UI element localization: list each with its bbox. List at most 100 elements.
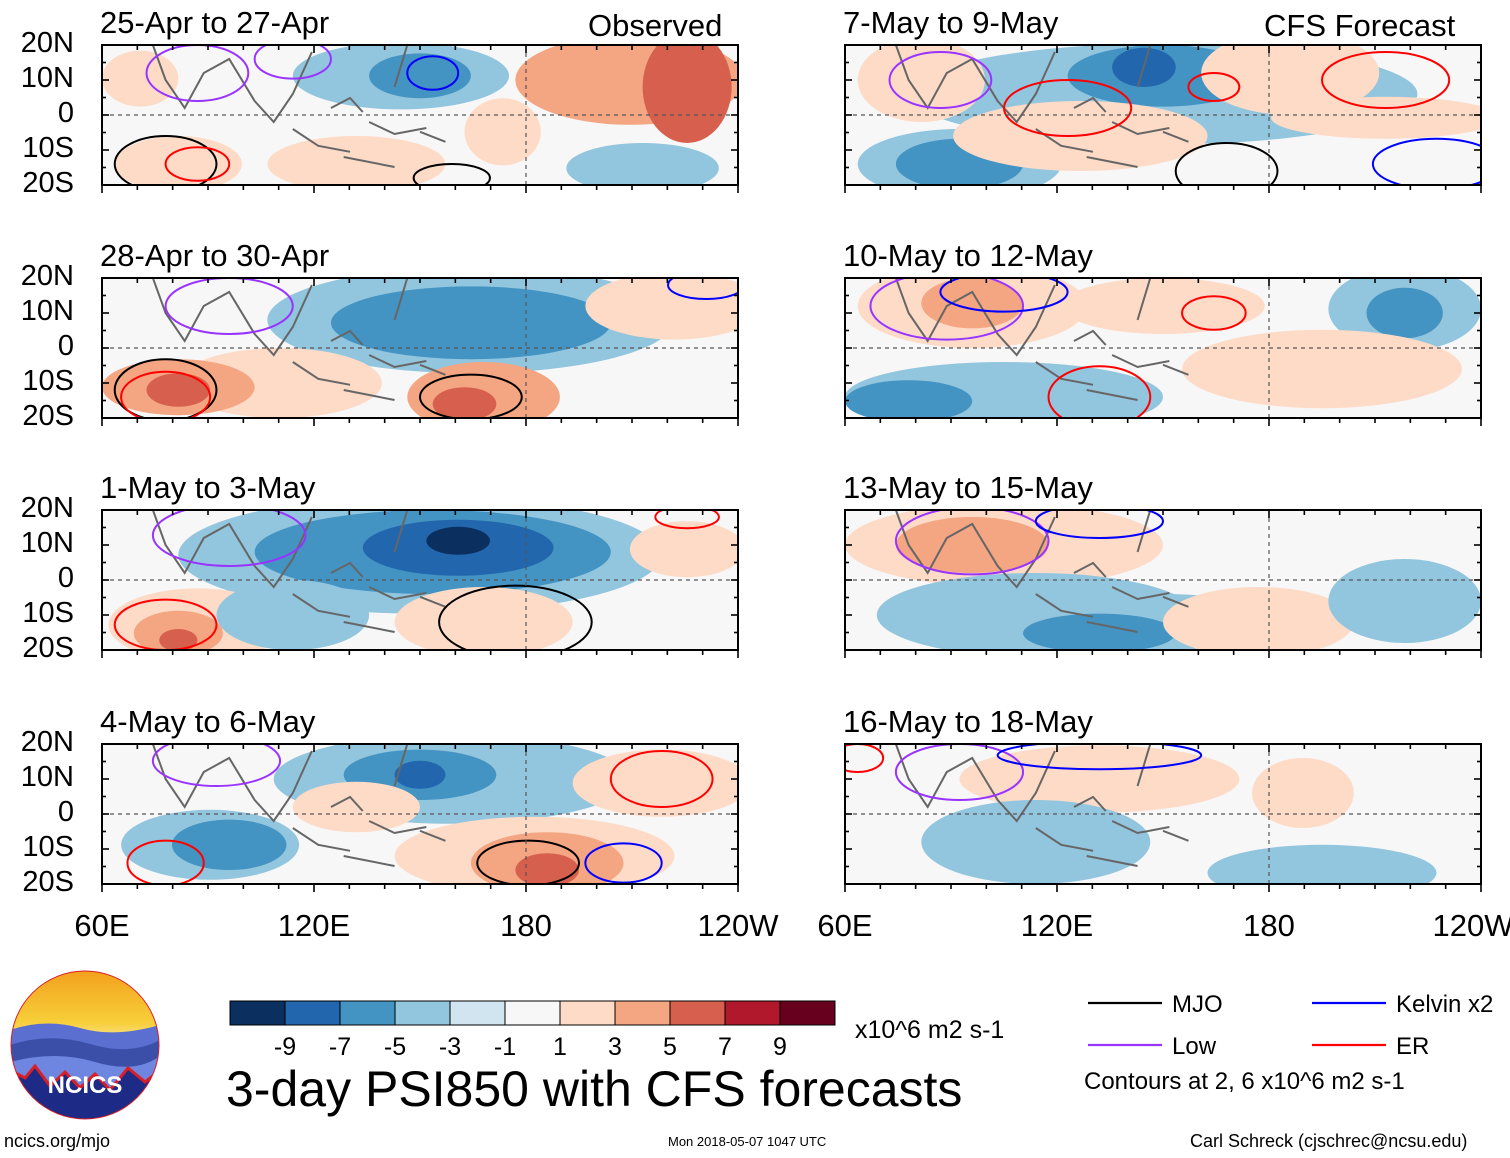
lat-tick-label: 10S [22, 597, 74, 629]
contour-line [888, 51, 993, 109]
lat-tick-label: 20N [20, 726, 74, 758]
contour-line [438, 584, 593, 650]
lat-tick-label: 10S [22, 365, 74, 397]
anomaly-region [1061, 278, 1265, 334]
anomaly-region [464, 98, 541, 166]
map-panel [844, 277, 1482, 426]
legend-label: Low [1172, 1033, 1217, 1060]
contour-line [939, 278, 1069, 313]
anomaly-region [1163, 587, 1354, 650]
panel-title: 1-May to 3-May [100, 470, 316, 505]
colorbar-tick-label: 7 [718, 1033, 732, 1060]
lat-tick-label: 10N [20, 527, 74, 559]
contour-line [113, 358, 218, 418]
anomaly-region [1252, 758, 1354, 828]
coastline [292, 278, 446, 401]
colorbar-swatch [394, 1000, 451, 1026]
colorbar-tick-label: 5 [663, 1033, 677, 1060]
contour-line [1181, 295, 1247, 331]
contour-line [894, 510, 1050, 576]
coastline [1035, 278, 1189, 401]
lat-tick-label: 10S [22, 831, 74, 863]
contour-note: Contours at 2, 6 x10^6 m2 s-1 [1084, 1068, 1405, 1095]
contour-line [120, 370, 212, 418]
lat-tick-label: 20S [22, 400, 74, 432]
contour-line [412, 163, 491, 185]
lon-tick-label: 120E [1020, 908, 1094, 943]
panel-title: 7-May to 9-May [843, 5, 1059, 40]
contour-line [113, 135, 218, 185]
ncics-logo: NCICS [10, 970, 160, 1120]
colorbar-tick-label: -7 [329, 1033, 351, 1060]
contour-line [126, 839, 205, 884]
lat-tick-label: 20N [20, 492, 74, 524]
main-title: 3-day PSI850 with CFS forecasts [226, 1061, 963, 1117]
coastline [1035, 510, 1189, 633]
colorbar-swatch [339, 1000, 396, 1026]
lat-tick-label: 20N [20, 260, 74, 292]
colorbar-tick-label: 3 [608, 1033, 622, 1060]
anomaly-region [171, 819, 287, 870]
anomaly-region [857, 45, 985, 122]
anomaly-region [292, 781, 420, 833]
contour-line [1187, 72, 1241, 102]
anomaly-region [216, 580, 370, 650]
panel-title: 16-May to 18-May [843, 704, 1093, 739]
anomaly-region [267, 136, 446, 185]
contour-line [145, 45, 250, 102]
contour-line [419, 373, 523, 418]
contour-line [654, 510, 720, 530]
coastline [894, 278, 1056, 357]
colorbar-tick-label: -5 [384, 1033, 406, 1060]
anomaly-region [585, 278, 738, 340]
contour-line [1003, 79, 1133, 137]
panel-title: 10-May to 12-May [843, 238, 1093, 273]
contour-line [845, 744, 885, 773]
lon-tick-label: 120E [277, 908, 351, 943]
colorbar-swatch [449, 1000, 506, 1026]
coastline [151, 45, 313, 124]
contour-line [1047, 365, 1152, 418]
coastline [292, 510, 446, 633]
anomaly-region [394, 587, 573, 650]
map-panel [844, 44, 1482, 193]
lat-tick-label: 10N [20, 761, 74, 793]
map-panel [844, 509, 1482, 658]
contour-line [1371, 137, 1481, 185]
colorbar-swatch [669, 1000, 726, 1026]
anomaly-region [1271, 96, 1481, 139]
contour-line [1320, 51, 1451, 109]
coastline [151, 278, 313, 357]
anomaly-region [845, 380, 973, 418]
lat-tick-label: 0 [57, 330, 74, 362]
panel-title: 13-May to 15-May [843, 470, 1093, 505]
colorbar: -9 -7 -5 -3 -1 1 3 5 7 9 [229, 1000, 836, 1060]
anomaly-region [1207, 844, 1437, 884]
footer-website: ncics.org/mjo [4, 1131, 111, 1151]
colorbar-tick-label: 9 [773, 1033, 787, 1060]
contour-line [253, 45, 332, 80]
lat-tick-label: 20N [20, 27, 74, 59]
anomaly-region [1328, 559, 1481, 643]
contour-line [894, 744, 1025, 801]
contour-line [1174, 142, 1279, 185]
legend-label: MJO [1172, 991, 1223, 1018]
anomaly-region [369, 53, 471, 99]
lat-tick-label: 0 [57, 562, 74, 594]
footer-timestamp: Mon 2018-05-07 1047 UTC [668, 1134, 827, 1149]
colorbar-swatch [559, 1000, 616, 1026]
coastline [1035, 45, 1189, 168]
lat-tick-label: 10N [20, 62, 74, 94]
anomaly-region [515, 853, 579, 884]
map-panel [101, 509, 739, 658]
colorbar-swatch [229, 1000, 286, 1026]
contour-line [113, 598, 218, 650]
forecast-header: CFS Forecast [1264, 8, 1456, 43]
contour-line [609, 750, 714, 808]
colorbar-swatch [284, 1000, 341, 1026]
map-panel [101, 743, 739, 892]
colorbar-tick-label: 1 [553, 1033, 567, 1060]
lat-tick-label: 0 [57, 97, 74, 129]
colorbar-tick-label: -9 [274, 1033, 296, 1060]
observed-header: Observed [588, 8, 723, 43]
